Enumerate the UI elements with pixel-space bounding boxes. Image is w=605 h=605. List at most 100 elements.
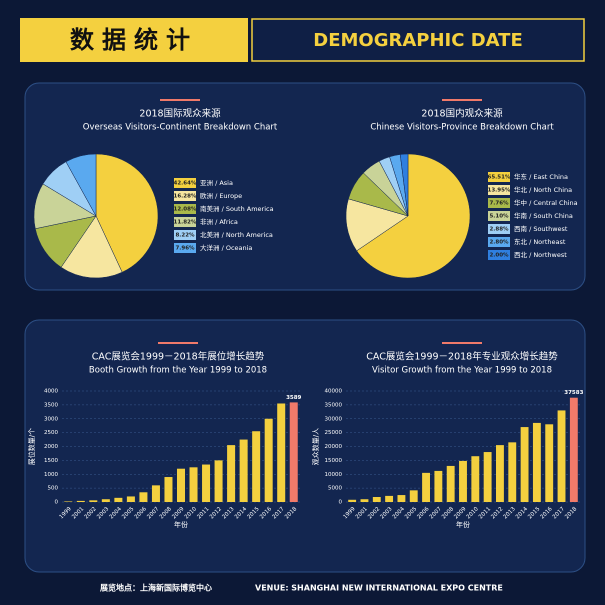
bar [64, 501, 73, 502]
legend-label: 东北 / Northeast [514, 237, 566, 246]
y-tick-label: 1500 [44, 458, 58, 464]
legend-value: 2.80% [489, 240, 509, 246]
y-tick-label: 20000 [325, 444, 343, 450]
bar [252, 431, 261, 502]
bar [139, 492, 148, 502]
y-tick-label: 3000 [44, 416, 58, 422]
legend-label: 华东 / East China [514, 172, 568, 181]
legend-value: 7.96% [175, 246, 195, 252]
header-title: 数据统计 [70, 26, 198, 54]
pie-slice [95, 153, 159, 273]
legend-value: 8.22% [175, 233, 195, 239]
footer-location: 展览地点：上海新国际博览中心 [99, 583, 212, 593]
bar [277, 403, 286, 502]
legend-label: 欧洲 / Europe [200, 191, 242, 200]
bar [422, 472, 430, 502]
legend-swatch [488, 250, 510, 260]
bar [446, 465, 455, 502]
chart-subtitle: Visitor Growth from the Year 1999 to 201… [372, 366, 552, 376]
bar [557, 410, 566, 502]
bar [520, 427, 529, 502]
bar [483, 452, 492, 502]
bar [372, 497, 381, 502]
pie-slice [60, 215, 123, 279]
bar [76, 500, 85, 502]
chart-subtitle: Chinese Visitors-Province Breakdown Char… [370, 123, 554, 133]
legend-swatch [174, 217, 196, 227]
title-accent [442, 99, 482, 101]
bar [508, 442, 517, 502]
legend-value: 42.64% [174, 181, 197, 187]
bar [151, 485, 160, 502]
y-tick-label: 25000 [325, 430, 343, 436]
legend-swatch [488, 185, 510, 195]
y-tick-label: 35000 [325, 402, 343, 408]
chart-subtitle: Booth Growth from the Year 1999 to 2018 [89, 366, 267, 376]
bar [189, 467, 198, 502]
bar [397, 495, 406, 502]
legend-label: 非洲 / Africa [200, 217, 238, 226]
y-tick-label: 0 [339, 500, 343, 506]
footer-venue: VENUE: SHANGHAI NEW INTERNATIONAL EXPO C… [255, 584, 503, 593]
legend-swatch [174, 243, 196, 253]
bar [239, 439, 248, 502]
y-tick-label: 4000 [44, 389, 58, 395]
legend-value: 5.10% [489, 214, 509, 220]
bar [569, 397, 578, 502]
bar [471, 456, 480, 502]
bar [409, 490, 418, 502]
y-tick-label: 3500 [44, 402, 58, 408]
value-label: 37583 [564, 390, 583, 396]
bar [202, 464, 211, 502]
chart-title: CAC展览会1999－2018年展位增长趋势 [92, 351, 265, 363]
y-tick-label: 15000 [325, 458, 343, 464]
chart-title: 2018国际观众来源 [139, 109, 221, 120]
title-accent [442, 342, 482, 344]
legend-value: 11.82% [174, 220, 197, 226]
legend-value: 12.08% [174, 207, 197, 213]
bar [227, 445, 236, 502]
legend-label: 华中 / Central China [514, 198, 578, 207]
y-tick-label: 2500 [44, 430, 58, 436]
y-tick-label: 1000 [44, 472, 58, 478]
legend-swatch [174, 230, 196, 240]
legend-value: 2.88% [489, 227, 509, 233]
y-tick-label: 0 [55, 500, 59, 506]
y-axis-label: 展位数量/个 [27, 428, 36, 465]
header-right-box [251, 18, 585, 62]
bar [126, 496, 135, 502]
y-axis-label: 观众数量/人 [311, 428, 320, 465]
bar [360, 499, 369, 502]
pie-slice [356, 153, 471, 279]
header-left-box [20, 18, 248, 62]
legend-label: 华北 / North China [514, 185, 572, 194]
legend-swatch [174, 204, 196, 214]
bar [385, 495, 394, 502]
title-accent [160, 99, 200, 101]
bar [264, 418, 273, 502]
bar [459, 460, 467, 502]
legend-value: 13.95% [488, 188, 511, 194]
value-label: 3589 [286, 395, 301, 401]
legend-label: 华南 / South China [514, 211, 573, 220]
y-tick-label: 2000 [44, 444, 58, 450]
y-tick-label: 40000 [325, 389, 343, 395]
legend-value: 16.28% [174, 194, 197, 200]
legend-value: 7.76% [489, 201, 509, 207]
bar [114, 497, 123, 502]
x-axis-label: 年份 [456, 520, 470, 529]
legend-swatch [488, 172, 510, 182]
bar [164, 477, 173, 502]
bar [176, 468, 186, 502]
legend-label: 亚洲 / Asia [200, 179, 233, 187]
legend-swatch [488, 237, 510, 247]
y-tick-label: 500 [48, 486, 59, 492]
pie-slice [345, 198, 409, 252]
bar [532, 422, 541, 502]
bar [89, 500, 98, 502]
legend-label: 西南 / Southwest [514, 224, 568, 233]
legend-value: 2.00% [489, 253, 509, 259]
chart-title: CAC展览会1999－2018年专业观众增长趋势 [366, 351, 558, 363]
panel [24, 319, 586, 573]
legend-swatch [174, 178, 196, 188]
